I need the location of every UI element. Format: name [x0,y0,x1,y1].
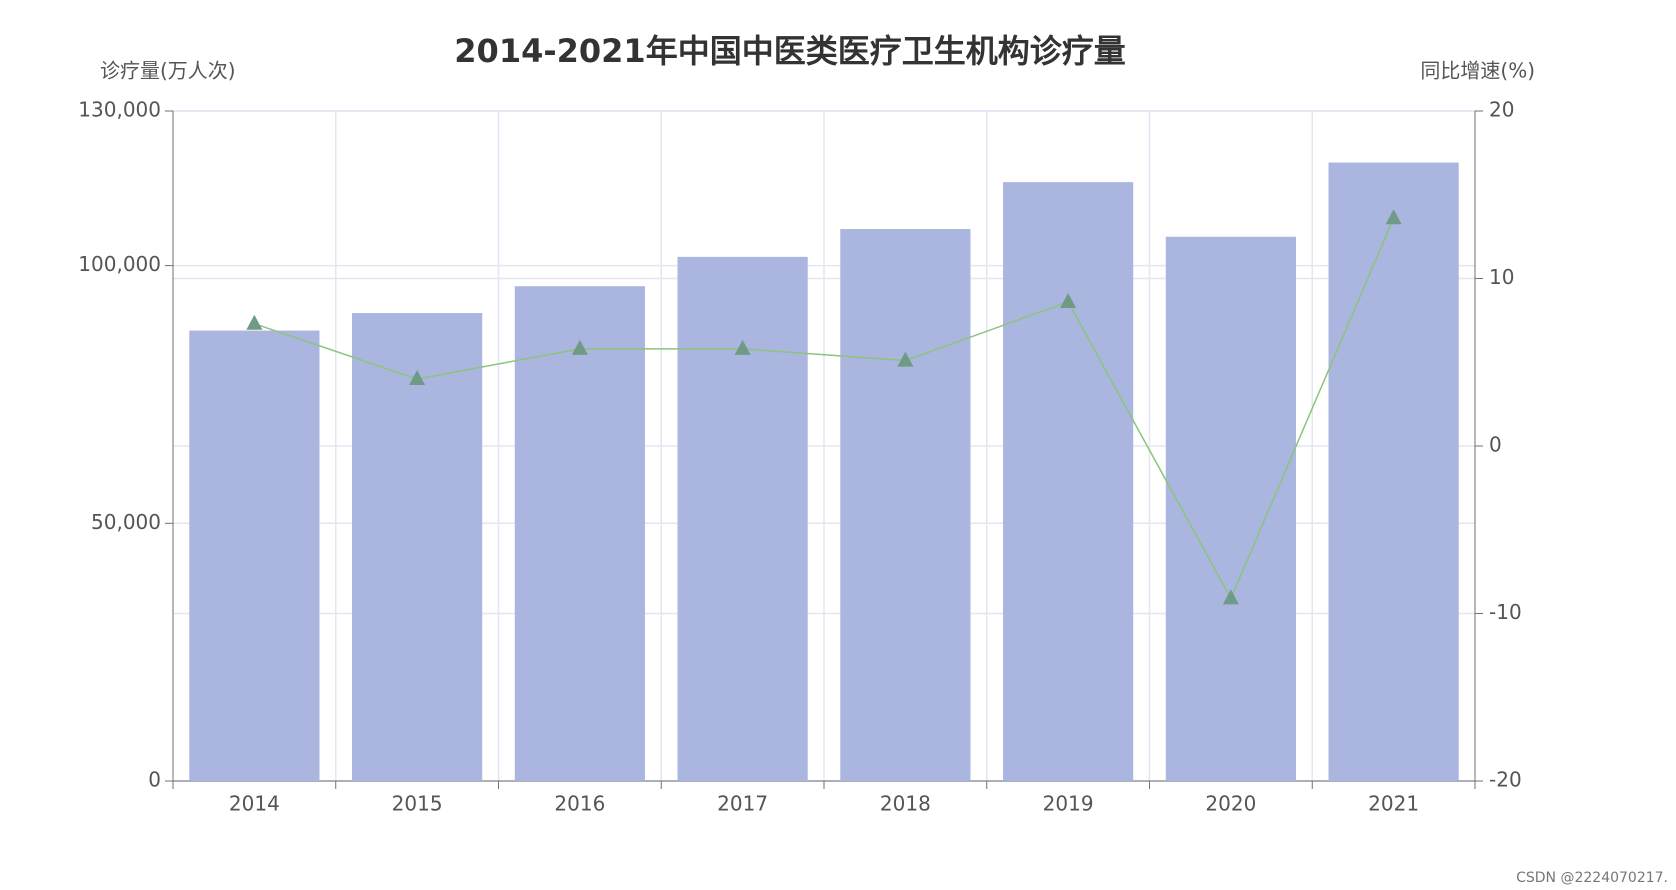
y2-tick-label: 10 [1489,265,1514,289]
marker [246,314,263,330]
bar [677,256,808,781]
marker [409,370,426,385]
marker [1222,589,1239,605]
x-tick-label: 2015 [392,792,443,816]
bar [352,313,483,781]
marker [734,339,751,355]
y2-tick-label: 0 [1489,433,1502,457]
x-tick-label: 2014 [229,792,280,816]
chart-title: 2014-2021年中国中医类医疗卫生机构诊疗量 [454,32,1125,70]
y-axis-title: 诊疗量(万人次) [100,59,236,83]
bar [1003,182,1134,782]
y-tick-label: 130,000 [78,98,161,122]
bar [514,286,645,781]
y2-tick-label: 20 [1489,98,1514,122]
x-tick-label: 2018 [880,792,931,816]
x-tick-label: 2021 [1368,792,1419,816]
x-tick-label: 2017 [717,792,768,816]
bar [1328,162,1459,782]
x-tick-label: 2020 [1205,792,1256,816]
x-tick-label: 2019 [1043,792,1094,816]
bar [1165,236,1296,781]
marker [1385,209,1402,225]
y-tick-label: 100,000 [78,252,161,276]
line [254,217,1395,601]
y2-axis-title: 同比增速(%) [1420,59,1535,83]
bar [840,229,971,781]
y-tick-label: 50,000 [91,510,161,534]
bar [189,330,320,781]
y2-tick-label: -10 [1489,600,1522,624]
marker [1060,292,1077,308]
x-tick-label: 2016 [554,792,605,816]
watermark: CSDN @2224070217. [1516,870,1668,886]
y-tick-label: 0 [148,768,161,792]
marker [897,351,914,367]
marker [571,339,588,355]
y2-tick-label: -20 [1489,768,1522,792]
